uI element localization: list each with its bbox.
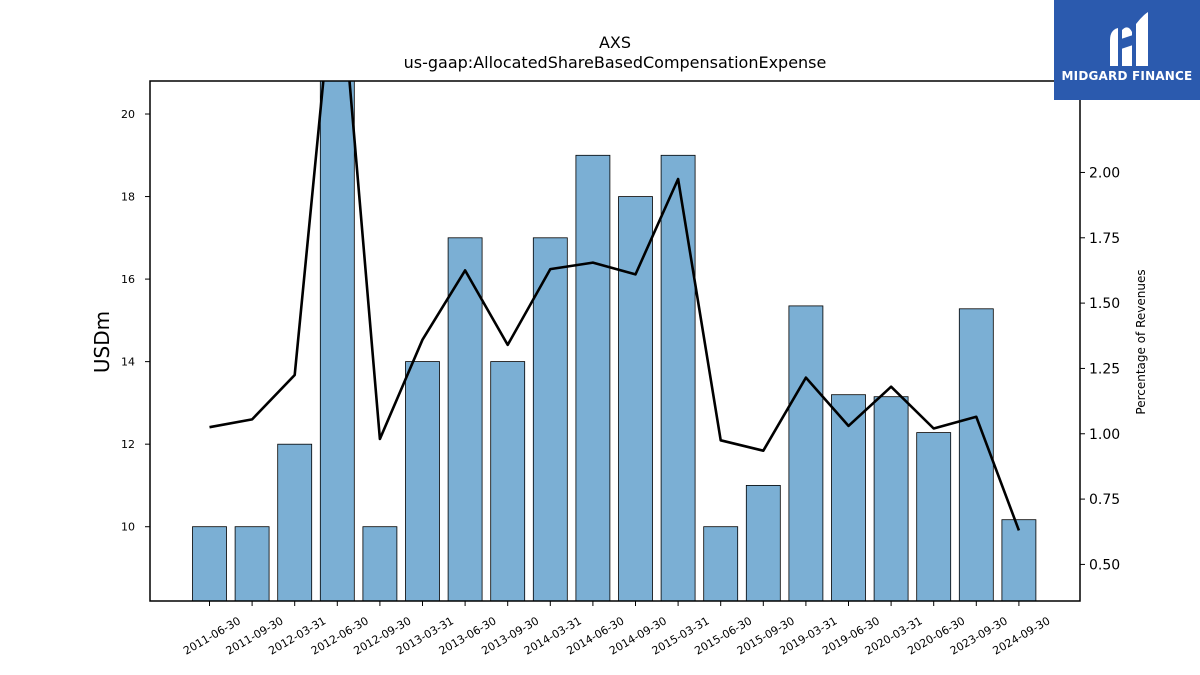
y2-tick-label: 1.50 [1089,296,1120,312]
bar [958,308,994,601]
logo-text: MIDGARD FINANCE [1061,69,1193,83]
bar [660,154,696,601]
bar-series [192,81,1037,601]
midgard-logo-icon [1110,12,1148,66]
y2-tick-label: 1.00 [1089,427,1120,443]
y-tick-label: 18 [121,191,135,204]
y2-axis-label: Percentage of Revenues [1134,269,1148,414]
bar [234,526,270,601]
bar [277,443,313,601]
bar [532,237,568,601]
line-path [209,81,1021,531]
y2-tick-label: 1.75 [1089,231,1120,247]
brand-logo: MIDGARD FINANCE [1054,0,1200,100]
y2-axis-ticks: 0.50 0.75 1.00 1.25 1.50 1.75 2.00 [1080,165,1120,573]
y2-tick-label: 1.25 [1089,361,1120,377]
plot-border [149,80,1081,602]
y-tick-label: 16 [121,273,135,286]
bar [788,305,824,601]
bar [703,526,739,601]
y2-tick-label: 2.00 [1089,165,1120,181]
x-axis-ticks: 2011-06-302011-09-302012-03-312012-06-30… [181,601,1052,658]
bar [873,396,909,601]
bar [831,394,866,601]
chart-subtitle: us-gaap:AllocatedShareBasedCompensationE… [404,53,827,72]
bar [362,526,398,601]
plot-frame [149,80,1081,602]
y-tick-label: 10 [121,521,135,534]
y-tick-label: 12 [121,438,135,451]
bar [575,154,611,601]
y-tick-label: 14 [121,356,135,369]
bar [916,432,952,601]
bar [405,361,440,601]
y-axis-label: USDm [90,311,114,373]
bar [319,81,355,601]
chart-title: AXS [599,33,631,52]
bar [447,237,483,601]
bar [192,526,227,601]
y2-tick-label: 0.50 [1089,557,1120,573]
bar [618,196,653,601]
bar [745,484,781,601]
y-tick-label: 20 [121,108,135,121]
bar [1001,519,1037,601]
y2-tick-label: 0.75 [1089,492,1120,508]
line-series [209,81,1021,531]
bar [490,361,526,601]
y-axis-ticks: 10 12 14 16 18 20 [121,108,150,534]
